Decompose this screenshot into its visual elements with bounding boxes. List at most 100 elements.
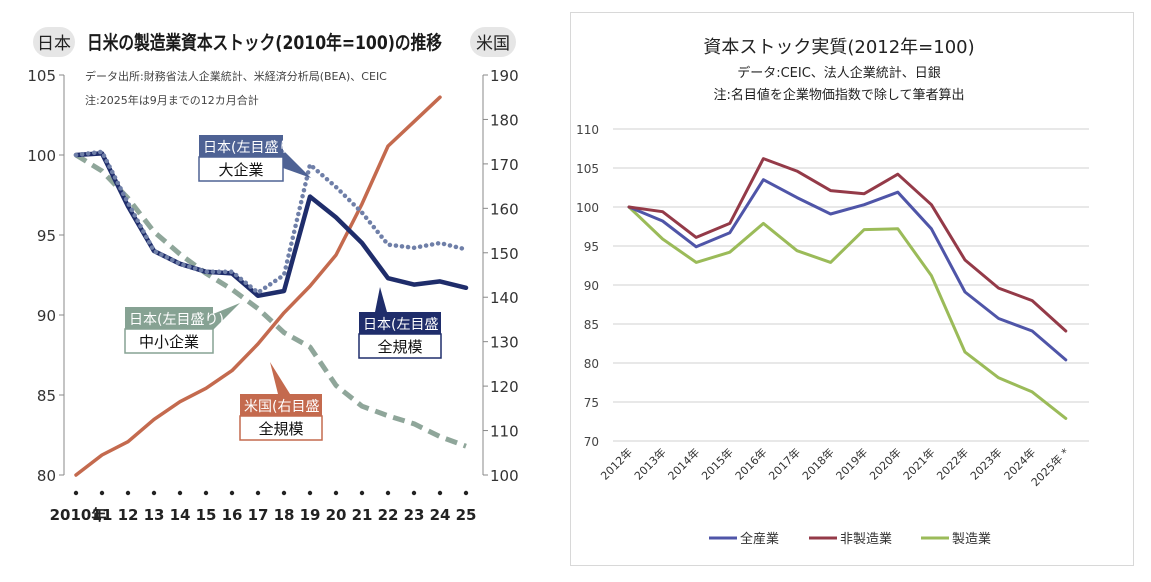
legend-item-manufacturing: 製造業 bbox=[921, 531, 991, 547]
y-axis-tick-label: 90 bbox=[584, 279, 599, 293]
callout-smes-header-bg bbox=[125, 307, 213, 329]
left-axis-tick-label: 105 bbox=[27, 67, 56, 85]
left-axis-tick-label: 85 bbox=[37, 387, 56, 405]
y-axis-tick-label: 105 bbox=[576, 162, 599, 176]
x-axis-tick-label: 2015年 bbox=[698, 445, 735, 482]
x-axis-tick-label: 2021年 bbox=[900, 445, 937, 482]
x-axis-tick-label: 21 bbox=[352, 506, 373, 524]
x-axis-tick-dot bbox=[385, 490, 391, 496]
left-axis-tick-label: 90 bbox=[37, 307, 56, 325]
callout-large-firms-body-bg bbox=[198, 156, 284, 182]
right-axis-badge-bg bbox=[470, 27, 516, 57]
right-axis-tick-label: 160 bbox=[490, 200, 519, 218]
x-axis-tick-label: 2010年 bbox=[50, 506, 107, 524]
callout-large-firms-header: 日本(左目盛り) bbox=[203, 140, 298, 156]
series-line-us-all-sizes bbox=[74, 95, 442, 477]
x-axis-tick-label: 2013年 bbox=[631, 445, 668, 482]
right-axis-tick-label: 170 bbox=[490, 156, 519, 174]
legend-item-all-industries: 全産業 bbox=[709, 531, 779, 547]
right-axis-tick-label: 180 bbox=[490, 111, 519, 129]
x-axis-tick-label: 2023年 bbox=[967, 445, 1004, 482]
chart-title: 資本ストック実質(2012年=100) bbox=[703, 37, 974, 58]
x-axis-tick-dot bbox=[437, 490, 443, 496]
real-capital-stock-chart: 資本ストック実質(2012年=100) データ:CEIC、法人企業統計、日銀注:名… bbox=[576, 37, 1089, 547]
callout-large-firms-pointer bbox=[283, 150, 311, 178]
x-axis-tick-dot bbox=[281, 490, 287, 496]
callout-us-all-sizes-header: 米国(右目盛り) bbox=[244, 399, 339, 415]
right-axis-tick-label: 130 bbox=[490, 334, 519, 352]
x-axis-tick-label: 2018年 bbox=[799, 445, 836, 482]
x-axis-tick-label: 2022年 bbox=[934, 445, 971, 482]
callout-smes-body: 中小企業 bbox=[139, 333, 199, 351]
japan-us-capital-stock-chart: 日本 米国 日米の製造業資本ストック(2010年=100)の推移データ出所:財務省法… bbox=[27, 27, 519, 524]
left-axis-tick-label: 95 bbox=[37, 227, 56, 245]
x-axis-tick-dot bbox=[73, 490, 79, 496]
callout-us-all-sizes-body-bg bbox=[239, 415, 323, 441]
callout-smes-pointer bbox=[213, 303, 240, 330]
callout-smes-header: 日本(左目盛り) bbox=[129, 312, 224, 328]
callout-all-sizes-japan-header-bg bbox=[359, 312, 441, 334]
series-line-all-industries bbox=[627, 178, 1068, 362]
x-axis-tick-label: 23 bbox=[404, 506, 425, 524]
x-axis-tick-dot bbox=[463, 490, 469, 496]
x-axis-tick-dot bbox=[99, 490, 105, 496]
series-line-smes bbox=[74, 152, 467, 449]
footnote: 注:2025年は9月までの12カ月合計 bbox=[85, 93, 259, 107]
x-axis-tick-label: 12 bbox=[118, 506, 139, 524]
x-axis-tick-dot bbox=[125, 490, 131, 496]
x-axis-tick-dot bbox=[255, 490, 261, 496]
callout-us-all-sizes-pointer bbox=[270, 362, 290, 394]
left-axis-tick-label: 80 bbox=[37, 467, 56, 485]
right-axis-badge: 米国 bbox=[476, 34, 510, 54]
callout-all-sizes-japan-pointer bbox=[375, 287, 387, 312]
legend-label: 全産業 bbox=[740, 531, 779, 547]
x-axis-tick-label: 2016年 bbox=[732, 445, 769, 482]
y-axis-tick-label: 100 bbox=[576, 201, 599, 215]
callout-all-sizes-japan: 日本(左目盛り) 全規模 bbox=[358, 287, 458, 359]
x-axis-tick-label: 2020年 bbox=[866, 445, 903, 482]
x-axis-tick-label: 25 bbox=[456, 506, 477, 524]
right-axis-tick-label: 150 bbox=[490, 245, 519, 263]
chart-title: 日米の製造業資本ストック(2010年=100)の推移 bbox=[87, 31, 442, 54]
x-axis-tick-dot bbox=[229, 490, 235, 496]
x-axis-tick-label: 13 bbox=[144, 506, 165, 524]
x-axis-tick-label: 22 bbox=[378, 506, 399, 524]
x-axis-tick-label: 19 bbox=[300, 506, 321, 524]
x-axis-tick-label: 2025年 * bbox=[1028, 445, 1072, 489]
callout-us-all-sizes: 米国(右目盛り) 全規模 bbox=[239, 362, 339, 441]
x-axis-tick-label: 11 bbox=[92, 506, 113, 524]
x-axis-tick-dot bbox=[151, 490, 157, 496]
x-axis-tick-dot bbox=[307, 490, 313, 496]
x-axis-tick-label: 17 bbox=[248, 506, 269, 524]
x-axis-tick-dot bbox=[203, 490, 209, 496]
legend-item-non-manufacturing: 非製造業 bbox=[809, 531, 892, 547]
x-axis-tick-label: 16 bbox=[222, 506, 243, 524]
x-axis-tick-dot bbox=[177, 490, 183, 496]
series-line-large-firms bbox=[73, 149, 469, 295]
callout-all-sizes-japan-header: 日本(左目盛り) bbox=[363, 317, 458, 333]
x-axis-tick-dot bbox=[359, 490, 365, 496]
series-line-all-sizes-japan bbox=[73, 151, 469, 299]
callout-all-sizes-japan-body: 全規模 bbox=[377, 338, 422, 356]
y-axis-tick-label: 75 bbox=[584, 396, 599, 410]
legend-label: 製造業 bbox=[952, 531, 991, 547]
x-axis-tick-label: 2012年 bbox=[598, 445, 635, 482]
x-axis-tick-dot bbox=[411, 490, 417, 496]
left-axis-tick-label: 100 bbox=[27, 147, 56, 165]
x-axis-tick-label: 15 bbox=[196, 506, 217, 524]
y-axis-tick-label: 95 bbox=[584, 240, 599, 254]
x-axis-tick-label: 2019年 bbox=[833, 445, 870, 482]
right-axis-tick-label: 120 bbox=[490, 378, 519, 396]
left-axis-badge-bg bbox=[33, 27, 75, 57]
right-axis-tick-label: 140 bbox=[490, 289, 519, 307]
right-axis-tick-label: 100 bbox=[490, 467, 519, 485]
x-axis-tick-label: 2017年 bbox=[766, 445, 803, 482]
y-axis-tick-label: 80 bbox=[584, 357, 599, 371]
callout-smes: 日本(左目盛り) 中小企業 bbox=[124, 303, 240, 354]
chart-subtitle-source: データ:CEIC、法人企業統計、日銀 bbox=[737, 65, 941, 81]
right-axis-tick-label: 110 bbox=[490, 423, 519, 441]
left-axis-badge: 日本 bbox=[37, 34, 71, 54]
callout-us-all-sizes-body: 全規模 bbox=[258, 420, 303, 438]
source-note: データ出所:財務省法人企業統計、米経済分析局(BEA)、CEIC bbox=[85, 69, 387, 83]
callout-large-firms-header-bg bbox=[199, 135, 283, 157]
